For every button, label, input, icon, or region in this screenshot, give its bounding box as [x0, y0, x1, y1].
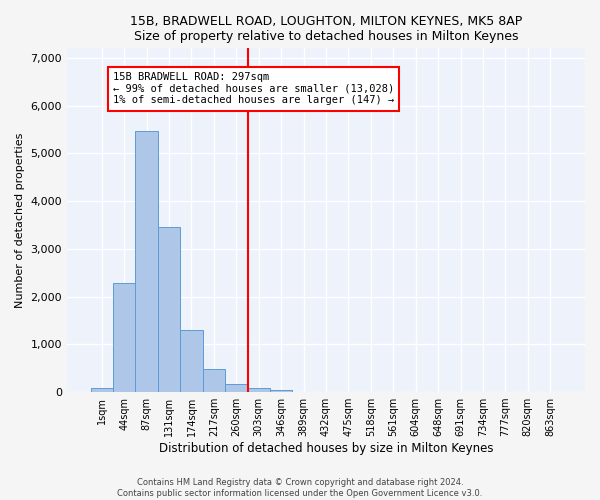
Y-axis label: Number of detached properties: Number of detached properties: [15, 132, 25, 308]
X-axis label: Distribution of detached houses by size in Milton Keynes: Distribution of detached houses by size …: [159, 442, 493, 455]
Bar: [113, 283, 136, 392]
Bar: [91, 388, 113, 392]
Bar: [225, 384, 248, 392]
Bar: [158, 228, 180, 392]
Title: 15B, BRADWELL ROAD, LOUGHTON, MILTON KEYNES, MK5 8AP
Size of property relative t: 15B, BRADWELL ROAD, LOUGHTON, MILTON KEY…: [130, 15, 522, 43]
Bar: [248, 388, 270, 392]
Text: Contains HM Land Registry data © Crown copyright and database right 2024.
Contai: Contains HM Land Registry data © Crown c…: [118, 478, 482, 498]
Bar: [180, 330, 203, 392]
Bar: [136, 132, 158, 392]
Bar: [270, 390, 292, 392]
Bar: [203, 369, 225, 392]
Text: 15B BRADWELL ROAD: 297sqm
← 99% of detached houses are smaller (13,028)
1% of se: 15B BRADWELL ROAD: 297sqm ← 99% of detac…: [113, 72, 394, 106]
